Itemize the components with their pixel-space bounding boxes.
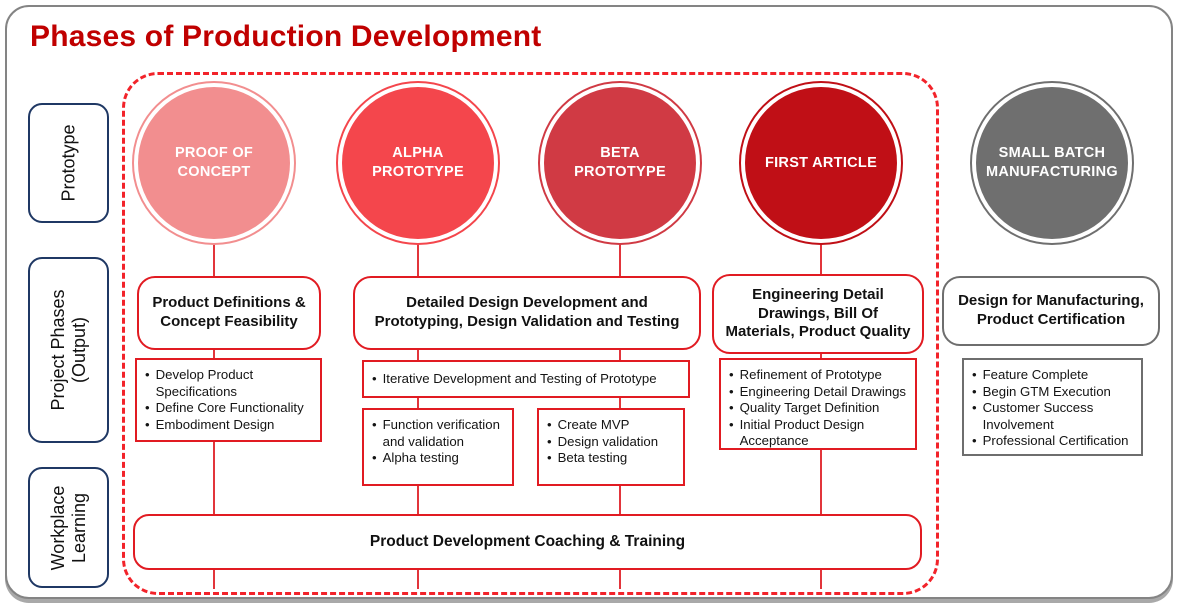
phase-circle-label: SMALL BATCH MANUFACTURING <box>986 145 1118 180</box>
phase-circle-fill: SMALL BATCH MANUFACTURING <box>976 87 1128 239</box>
bullet-icon: • <box>547 433 552 449</box>
bullet-text: Alpha testing <box>382 450 459 465</box>
bullet-text: Develop Product Specifications <box>155 367 254 399</box>
detail-box-manufacturing: • Feature Complete • Begin GTM Execution •… <box>962 358 1143 456</box>
bullet-text: Iterative Development and Testing of Pro… <box>382 371 657 387</box>
side-label-prototype-text: Prototype <box>57 124 78 202</box>
phase-circle-beta-prototype: BETA PROTOTYPE <box>538 81 702 245</box>
output-box-manufacturing-text: Design for Manufacturing, Product Certif… <box>958 292 1144 328</box>
detail-box-concept: • Develop Product Specifications • Define … <box>135 358 322 442</box>
phase-circle-fill: FIRST ARTICLE <box>745 87 897 239</box>
bullet-item: • Initial Product Design Acceptance <box>729 417 907 450</box>
detail-box-alpha-testing: • Function verification and validation • A… <box>362 408 514 486</box>
bullet-icon: • <box>145 367 150 382</box>
coaching-box: Product Development Coaching & Training <box>133 514 922 570</box>
bullet-item: • Begin GTM Execution <box>972 384 1133 401</box>
side-label-workplace-learning: Workplace Learning <box>28 467 109 588</box>
bullet-icon: • <box>145 416 150 432</box>
side-label-prototype: Prototype <box>28 103 109 223</box>
bullet-icon: • <box>972 433 977 448</box>
bullet-item: • Customer Success Involvement <box>972 400 1133 433</box>
bullet-icon: • <box>972 383 977 399</box>
bullet-text: Function verification and validation <box>382 417 500 449</box>
bullet-item: • Create MVP <box>547 417 675 434</box>
bullet-icon: • <box>972 400 977 415</box>
bullet-text: Quality Target Definition <box>739 400 880 415</box>
side-label-project-phases: Project Phases (Output) <box>28 257 109 443</box>
bullet-item: • Iterative Development and Testing of Pr… <box>372 371 657 388</box>
bullet-text: Initial Product Design Acceptance <box>739 416 865 449</box>
bullet-icon: • <box>729 416 734 432</box>
dashed-boundary <box>122 72 939 595</box>
bullet-icon: • <box>547 417 552 432</box>
phase-circle-label: FIRST ARTICLE <box>764 154 878 171</box>
bullet-item: • Professional Certification <box>972 433 1133 450</box>
bullet-text: Design validation <box>557 433 659 449</box>
output-box-concept: Product Definitions & Concept Feasibilit… <box>137 276 321 350</box>
bullet-text: Beta testing <box>557 450 628 465</box>
bullet-item: • Refinement of Prototype <box>729 367 907 384</box>
output-box-detailed-design-text: Detailed Design Development and Prototyp… <box>374 294 680 330</box>
phase-circle-small-batch-manufacturing: SMALL BATCH MANUFACTURING <box>970 81 1134 245</box>
bullet-icon: • <box>729 383 734 399</box>
detail-box-beta-testing: • Create MVP • Design validation • Beta tes… <box>537 408 685 486</box>
bullet-item: • Alpha testing <box>372 450 504 467</box>
phase-circle-fill: BETA PROTOTYPE <box>544 87 696 239</box>
bullet-icon: • <box>729 367 734 382</box>
bullet-item: • Quality Target Definition <box>729 400 907 417</box>
phase-circle-fill: PROOF OF CONCEPT <box>138 87 290 239</box>
bullet-item: • Feature Complete <box>972 367 1133 384</box>
detail-box-engineering: • Refinement of Prototype • Engineering De… <box>719 358 917 450</box>
bullet-item: • Beta testing <box>547 450 675 467</box>
detail-box-iterative: • Iterative Development and Testing of Pr… <box>362 360 690 398</box>
bullet-text: Create MVP <box>557 417 630 432</box>
page-title: Phases of Production Development <box>30 20 542 53</box>
bullet-item: • Function verification and validation <box>372 417 504 450</box>
phase-circle-alpha-prototype: ALPHA PROTOTYPE <box>336 81 500 245</box>
bullet-icon: • <box>372 450 377 465</box>
bullet-icon: • <box>729 400 734 415</box>
bullet-icon: • <box>547 450 552 465</box>
output-box-manufacturing: Design for Manufacturing, Product Certif… <box>942 276 1160 346</box>
side-label-project-phases-text: Project Phases (Output) <box>47 289 89 411</box>
bullet-item: • Define Core Functionality <box>145 400 312 417</box>
bullet-icon: • <box>972 367 977 382</box>
bullet-icon: • <box>372 417 377 432</box>
phase-circle-label: BETA PROTOTYPE <box>574 145 666 180</box>
phase-circle-first-article: FIRST ARTICLE <box>739 81 903 245</box>
bullet-text: Engineering Detail Drawings <box>739 383 907 399</box>
bullet-item: • Engineering Detail Drawings <box>729 384 907 401</box>
phase-circle-proof-of-concept: PROOF OF CONCEPT <box>132 81 296 245</box>
coaching-box-text: Product Development Coaching & Training <box>369 533 686 550</box>
bullet-item: • Design validation <box>547 434 675 451</box>
bullet-text: Feature Complete <box>982 367 1089 382</box>
side-label-workplace-learning-text: Workplace Learning <box>47 485 89 570</box>
bullet-item: • Develop Product Specifications <box>145 367 312 400</box>
bullet-text: Professional Certification <box>982 433 1129 448</box>
output-box-engineering: Engineering Detail Drawings, Bill Of Mat… <box>712 274 924 354</box>
bullet-icon: • <box>372 371 377 387</box>
output-box-concept-text: Product Definitions & Concept Feasibilit… <box>152 294 306 330</box>
output-box-engineering-text: Engineering Detail Drawings, Bill Of Mat… <box>725 285 911 341</box>
bullet-text: Define Core Functionality <box>155 400 304 415</box>
output-box-detailed-design: Detailed Design Development and Prototyp… <box>353 276 701 350</box>
phase-circle-fill: ALPHA PROTOTYPE <box>342 87 494 239</box>
phase-circle-label: ALPHA PROTOTYPE <box>372 145 464 180</box>
bullet-text: Begin GTM Execution <box>982 383 1111 399</box>
bullet-icon: • <box>145 400 150 415</box>
bullet-item: • Embodiment Design <box>145 417 312 434</box>
bullet-text: Refinement of Prototype <box>739 367 882 382</box>
phase-circle-label: PROOF OF CONCEPT <box>174 145 254 180</box>
bullet-text: Embodiment Design <box>155 416 275 432</box>
bullet-text: Customer Success Involvement <box>982 400 1094 432</box>
